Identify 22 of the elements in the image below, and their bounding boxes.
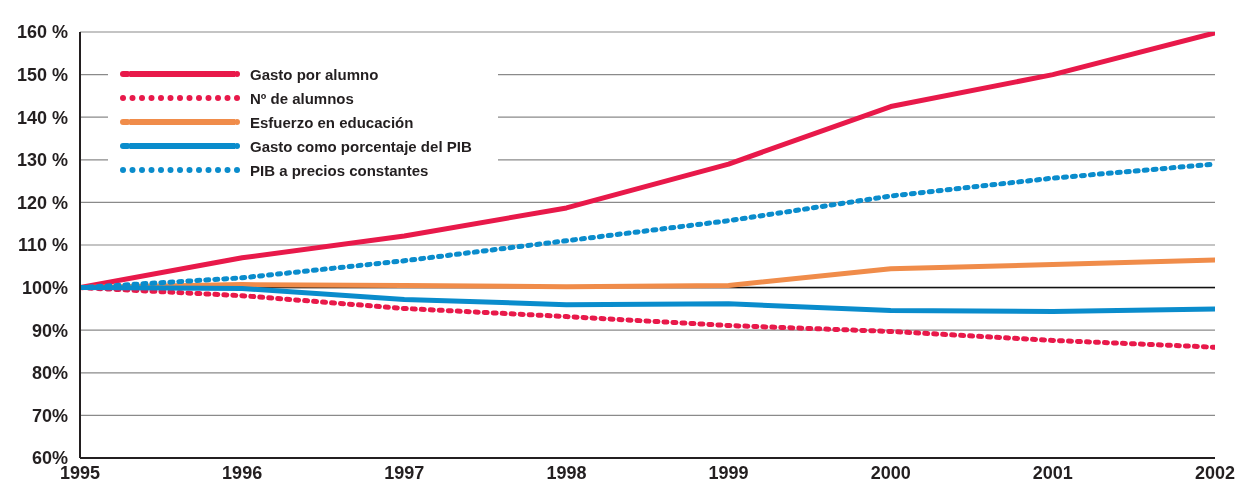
legend-label: Gasto como porcentaje del PIB: [250, 137, 472, 155]
y-tick-label: 130 %: [16, 150, 68, 171]
y-tick-label: 90%: [31, 320, 68, 341]
y-tick-label: 140 %: [16, 107, 68, 128]
legend-label: Nº de alumnos: [250, 89, 354, 107]
x-tick-label: 1998: [546, 462, 587, 483]
y-tick-label: 80%: [31, 363, 68, 384]
y-tick-label: 160 %: [16, 22, 68, 43]
x-tick-label: 1999: [708, 462, 749, 483]
y-tick-label: 110 %: [17, 235, 68, 256]
legend-label: Gasto por alumno: [250, 65, 379, 83]
x-tick-label: 2001: [1032, 462, 1073, 483]
x-tick-label: 2002: [1194, 462, 1236, 483]
x-tick-label: 2000: [870, 462, 911, 483]
y-tick-label: 150 %: [16, 64, 68, 85]
legend-label: PIB a precios constantes: [250, 161, 429, 179]
y-tick-label: 70%: [31, 405, 68, 426]
y-tick-label: 100%: [21, 277, 68, 298]
legend-label: Esfuerzo en educación: [250, 113, 414, 131]
x-tick-label: 1996: [222, 462, 263, 483]
x-tick-label: 1997: [384, 462, 425, 483]
y-tick-label: 120 %: [16, 192, 68, 213]
